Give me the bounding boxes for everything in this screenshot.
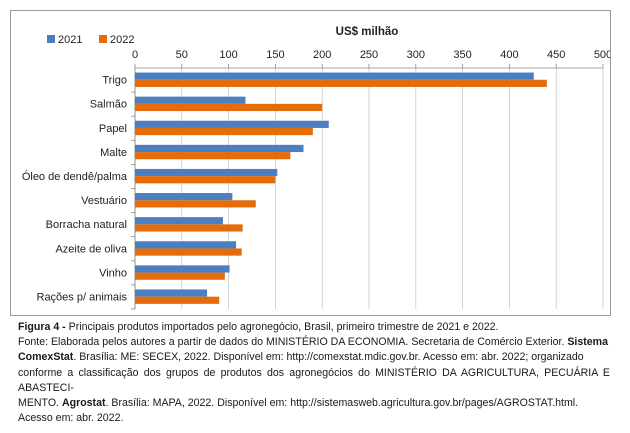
y-category-label: Trigo — [102, 75, 127, 87]
caption-line-1: Figura 4 - Principais produtos importado… — [18, 320, 610, 335]
bar-2021 — [135, 72, 534, 80]
y-category-label: Borracha natural — [46, 219, 127, 231]
source-text-5: Acesso em: abr. 2022. — [18, 412, 124, 425]
bar-2022 — [135, 296, 220, 304]
bar-2022 — [135, 272, 225, 280]
bar-2022 — [135, 79, 547, 87]
x-tick-label: 50 — [176, 49, 188, 61]
chart-frame: US$ milhão 2021 2022 0 50 100 150 200 250 300 350 4… — [10, 10, 611, 316]
caption-line-2: Fonte: Elaborada pelos autores a partir … — [18, 335, 610, 350]
bar-2022 — [135, 127, 313, 136]
bar-2022 — [135, 224, 243, 232]
x-tick-label: 100 — [219, 49, 237, 61]
x-tick-label: 250 — [360, 49, 378, 61]
source-text-4b: . Brasília: MAPA, 2022. Disponível em: h… — [105, 397, 579, 410]
caption-line-4: conforme a classificação dos grupos de p… — [18, 366, 610, 396]
bar-2022 — [135, 248, 242, 256]
source-bold-1: Sistema — [567, 336, 608, 349]
y-category-label: Papel — [99, 123, 127, 135]
figure-text: Principais produtos importados pelo agro… — [65, 321, 499, 333]
bar-2021 — [135, 193, 233, 201]
bar-2022 — [135, 103, 323, 112]
y-category-label: Malte — [100, 147, 127, 159]
x-tick-label: 0 — [132, 49, 138, 61]
bar-2022 — [135, 200, 256, 208]
caption-line-6: Acesso em: abr. 2022. — [18, 411, 610, 426]
x-tick-label: 350 — [453, 49, 471, 61]
source-text-3: conforme a classificação dos grupos de p… — [18, 366, 610, 394]
bar-2022 — [135, 176, 276, 184]
y-category-label: Vestuário — [81, 195, 127, 207]
figure-caption: Figura 4 - Principais produtos importado… — [18, 320, 610, 426]
y-category-label: Óleo de dendê/palma — [22, 170, 128, 183]
y-category-label: Salmão — [90, 99, 127, 111]
bar-2022 — [135, 152, 291, 160]
y-category-label: Vinho — [99, 267, 127, 279]
figure-label: Figura 4 - — [18, 321, 66, 333]
x-tick-label: 500 — [594, 49, 610, 61]
bar-2021 — [135, 289, 208, 297]
source-bold-3: Agrostat — [61, 397, 106, 410]
legend-label-2021: 2021 — [58, 34, 82, 46]
y-category-label: Rações p/ animais — [37, 291, 128, 303]
source-text-4a: MENTO. — [18, 397, 62, 410]
y-category-label: Azeite de oliva — [55, 243, 127, 255]
x-tick-label: 150 — [266, 49, 284, 61]
x-tick-label: 200 — [313, 49, 331, 61]
bar-2021 — [135, 96, 246, 104]
legend-swatch-2022 — [99, 35, 107, 43]
x-tick-label: 450 — [547, 49, 565, 61]
bar-2021 — [135, 265, 230, 273]
bar-2021 — [135, 241, 237, 249]
x-tick-label: 300 — [407, 49, 425, 61]
source-text-1: Fonte: Elaborada pelos autores a partir … — [18, 336, 568, 349]
caption-line-3: ComexStat. Brasília: ME: SECEX, 2022. Di… — [18, 350, 610, 365]
source-text-2: . Brasília: ME: SECEX, 2022. Disponível … — [73, 351, 584, 364]
caption-line-5: MENTO. Agrostat. Brasília: MAPA, 2022. D… — [18, 396, 610, 411]
bar-2021 — [135, 144, 304, 153]
bar-2021 — [135, 217, 223, 225]
source-bold-2: ComexStat — [18, 351, 74, 364]
bar-2021 — [135, 168, 278, 177]
legend-swatch-2021 — [47, 35, 55, 43]
chart-title: US$ milhão — [336, 26, 399, 38]
legend-label-2022: 2022 — [110, 34, 134, 46]
x-tick-label: 400 — [500, 49, 518, 61]
bar-2021 — [135, 120, 329, 128]
bar-chart: US$ milhão 2021 2022 0 50 100 150 200 250 300 350 4… — [22, 26, 610, 310]
